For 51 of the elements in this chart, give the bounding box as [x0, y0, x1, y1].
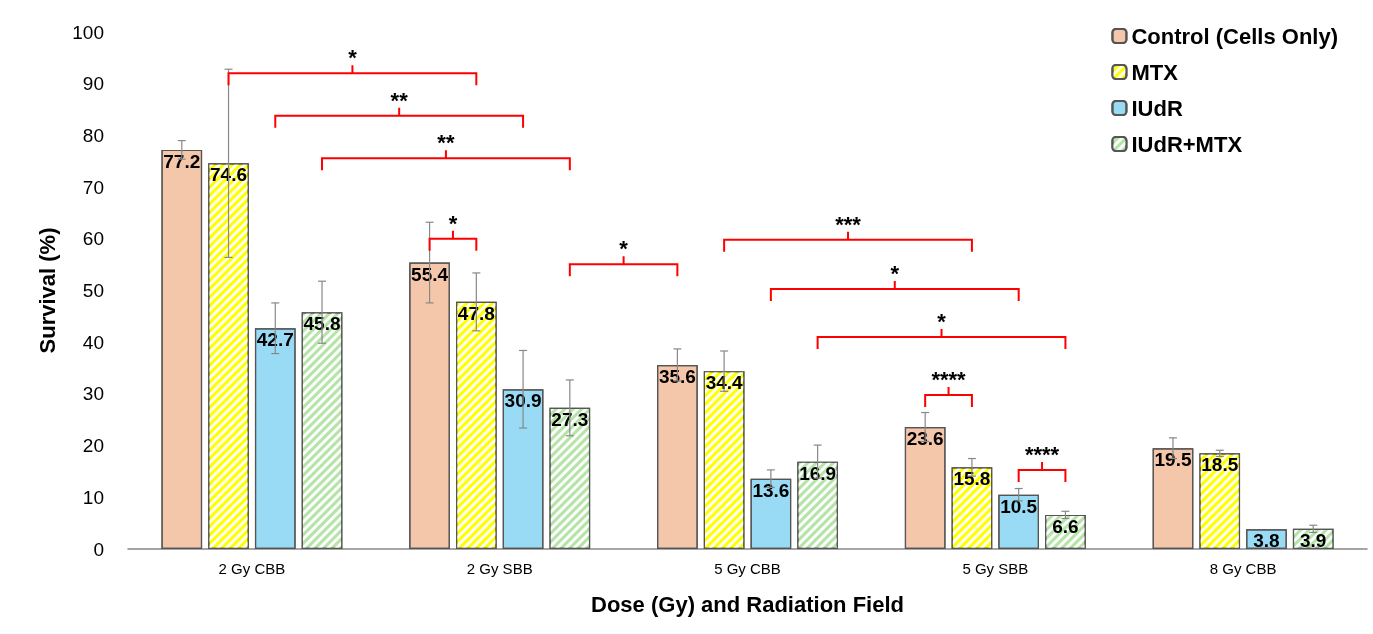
legend-label: MTX [1131, 59, 1179, 85]
y-tick-label: 20 [82, 435, 104, 457]
y-tick-label: 90 [82, 73, 104, 95]
data-label: 23.6 [906, 427, 944, 449]
x-tick-label: 2 Gy CBB [218, 560, 286, 577]
data-label: 19.5 [1154, 449, 1192, 471]
data-label: 3.8 [1253, 530, 1280, 552]
data-label: 13.6 [752, 479, 790, 501]
annotation: * [890, 260, 900, 286]
x-tick-label: 5 Gy CBB [714, 560, 781, 577]
data-label: 77.2 [163, 150, 201, 172]
legend-label: IUdR+MTX [1131, 131, 1243, 157]
x-axis-title: Dose (Gy) and Radiation Field [591, 591, 904, 617]
y-tick-label: 60 [82, 228, 104, 250]
annotation: **** [931, 366, 967, 392]
y-tick-label: 50 [82, 280, 104, 301]
data-label: 16.9 [799, 462, 837, 484]
data-label: 55.4 [411, 263, 449, 285]
legend-label: Control (Cells Only) [1131, 23, 1338, 49]
y-tick-label: 70 [82, 176, 104, 198]
data-label: 18.5 [1201, 454, 1239, 476]
annotation: * [348, 45, 358, 71]
annotation: ** [390, 87, 409, 113]
annotation: * [448, 210, 458, 236]
data-label: 45.8 [303, 313, 341, 335]
annotation: **** [1024, 441, 1060, 467]
y-tick-label: 80 [82, 124, 104, 146]
y-tick-label: 40 [82, 331, 104, 353]
data-label: 42.7 [256, 329, 294, 351]
data-label: 30.9 [504, 390, 542, 412]
annotation: ** [437, 130, 455, 156]
data-label: 34.4 [705, 372, 744, 394]
data-label: 6.6 [1052, 515, 1079, 537]
x-tick-label: 5 Gy SBB [962, 560, 1029, 577]
legend-label: IUdR [1131, 95, 1183, 121]
y-tick-label: 0 [93, 538, 104, 560]
data-label: 35.6 [658, 365, 696, 387]
annotation: * [619, 236, 629, 262]
annotation: *** [835, 211, 862, 237]
annotation: * [937, 309, 947, 335]
y-tick-label: 100 [72, 21, 104, 43]
data-label: 47.8 [457, 302, 495, 324]
data-label: 15.8 [953, 468, 991, 490]
x-tick-label: 2 Gy SBB [466, 560, 533, 577]
data-label: 10.5 [1000, 495, 1038, 517]
data-label: 3.9 [1300, 529, 1327, 551]
y-tick-label: 10 [82, 486, 104, 508]
x-tick-label: 8 Gy CBB [1209, 560, 1277, 577]
y-tick-label: 30 [82, 383, 104, 405]
y-axis-title: Survival (%) [34, 227, 60, 354]
data-label: 27.3 [551, 408, 589, 430]
